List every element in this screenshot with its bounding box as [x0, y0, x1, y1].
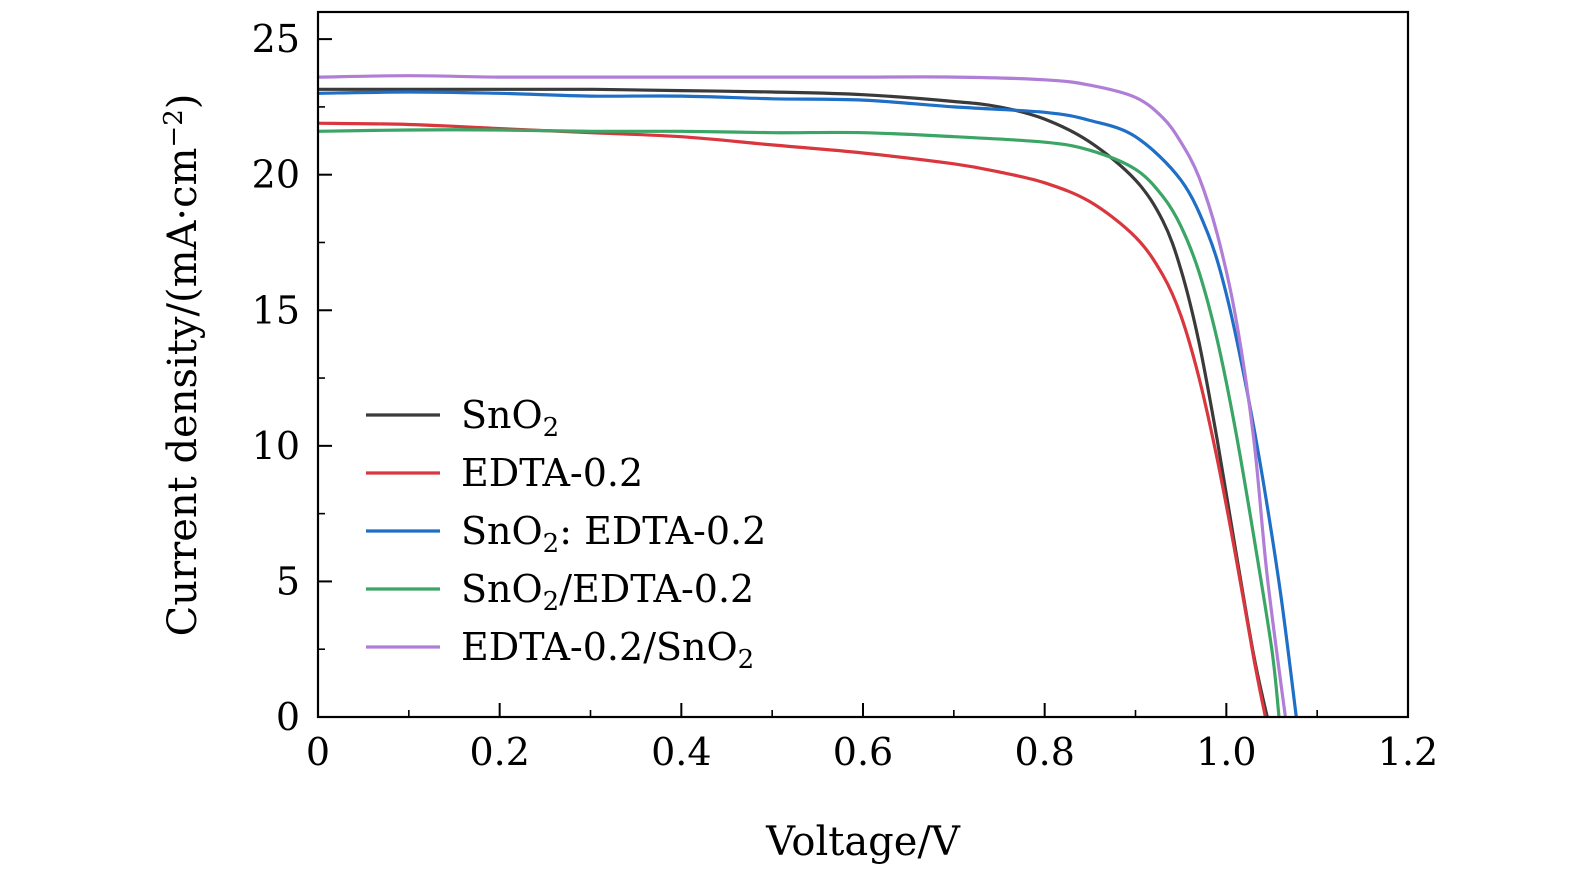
legend: SnO2 EDTA-0.2 SnO2: EDTA-0.2 SnO2/EDTA-0.2 E… — [366, 393, 766, 675]
x-tick-label: 0.8 — [1014, 730, 1074, 774]
y-tick-label: 20 — [252, 153, 300, 197]
x-axis: 0 0.2 0.4 0.6 0.8 1.0 1.2 — [306, 703, 1438, 774]
series-line-5 — [317, 74, 1287, 718]
x-axis-title: Voltage/V — [765, 819, 961, 865]
y-axis-title-main: Current density/(mA·cm — [160, 148, 206, 637]
series-line-1 — [318, 87, 1269, 718]
y-tick-label: 5 — [276, 559, 300, 603]
legend-label: SnO2/EDTA-0.2 — [461, 567, 754, 617]
x-tick-label: 1.0 — [1196, 730, 1256, 774]
x-tick-label: 0.6 — [833, 730, 893, 774]
x-tick-label: 1.2 — [1378, 730, 1438, 774]
legend-label: SnO2 — [461, 393, 559, 443]
legend-label: EDTA-0.2/SnO2 — [461, 625, 754, 675]
y-tick-label: 15 — [252, 288, 300, 332]
series-lines — [317, 74, 1298, 718]
y-axis: 0 5 10 15 20 25 — [252, 17, 332, 739]
series-line-4 — [317, 128, 1281, 718]
legend-label: SnO2: EDTA-0.2 — [461, 509, 766, 559]
y-axis-title: Current density/(mA·cm−2) — [159, 94, 206, 637]
series-line-3 — [317, 90, 1298, 718]
x-tick-label: 0.4 — [651, 730, 711, 774]
y-axis-title-close: ) — [160, 94, 206, 110]
x-tick-label: 0 — [306, 730, 330, 774]
y-tick-label: 25 — [252, 17, 300, 61]
y-axis-title-exponent: −2 — [159, 109, 189, 147]
y-tick-label: 10 — [252, 424, 300, 468]
legend-label: EDTA-0.2 — [461, 451, 643, 495]
y-tick-label: 0 — [276, 695, 300, 739]
x-tick-label: 0.2 — [469, 730, 529, 774]
